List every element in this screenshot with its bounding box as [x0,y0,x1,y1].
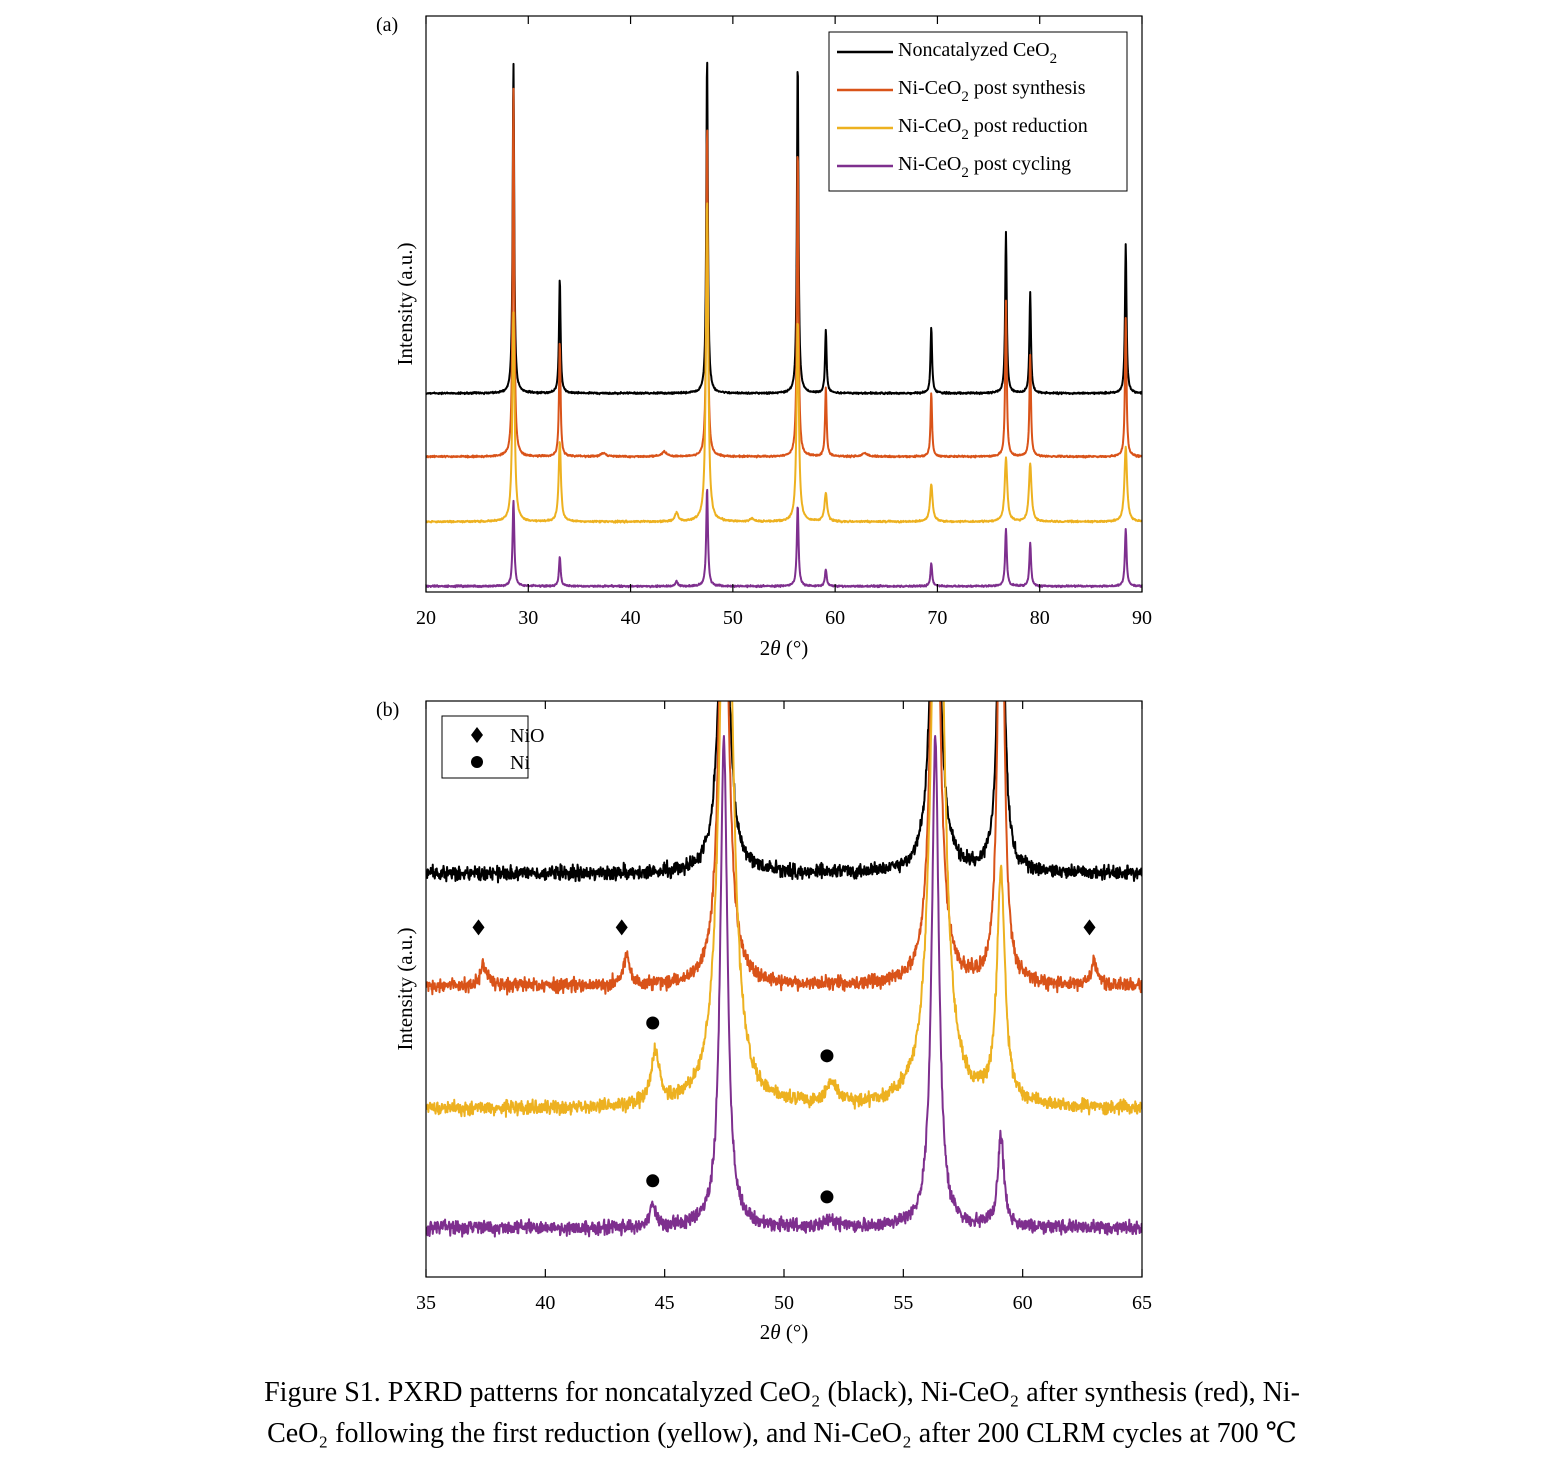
ni-circle-marker-4 [646,1016,660,1030]
x-tick-label-a-90: 90 [1132,607,1152,629]
legend-label-3-rest: post reduction [969,115,1088,137]
panel-a-chart: (a) 20 30 40 50 60 70 80 90 Intensity (a.u.) 2θ… [376,14,1152,660]
svg-text:Ni-CeO2 post synthesis: Ni-CeO2 post synthesis [898,77,1086,105]
caption-line-1: Figure S1. PXRD patterns for noncatalyze… [264,1377,1300,1408]
legend-item-post-cycling: Ni-CeO2 post cycling [837,153,1071,181]
legend-circle-icon [471,756,483,768]
legend-label-2-sub: 2 [961,89,969,105]
legend-item-post-reduction: Ni-CeO2 post reduction [837,115,1088,143]
x-tick-label-b-55: 55 [893,1292,913,1314]
panel-b-xlabel: 2θ (°) [760,1320,808,1344]
nio-diamond-marker-3 [1083,919,1096,936]
legend-diamond-icon [471,727,483,743]
nio-diamond-marker-2 [615,919,628,936]
series-line-a-1 [426,61,1142,396]
x-tick-label-a-50: 50 [723,607,743,629]
ni-circle-marker-5 [820,1049,834,1063]
x-tick-label-b-60: 60 [1013,1292,1033,1314]
x-tick-label-b-65: 65 [1132,1292,1152,1314]
legend-item-noncatalyzed: Noncatalyzed CeO2 [837,39,1057,67]
legend-item-post-synthesis: Ni-CeO2 post synthesis [837,77,1086,105]
x-tick-label-a-70: 70 [927,607,947,629]
panel-a-ylabel: Intensity (a.u.) [393,242,417,365]
x-tick-label-b-50: 50 [774,1292,794,1314]
legend-label-ni: Ni [510,752,530,774]
x-tick-label-b-40: 40 [535,1292,555,1314]
legend-label-2-rest: post synthesis [969,77,1086,99]
panel-b-ylabel: Intensity (a.u.) [393,927,417,1050]
series-line-b-1 [426,701,1142,884]
legend-label-nio: NiO [510,725,544,747]
legend-label-1-sub: 2 [1050,51,1058,67]
x-tick-label-a-60: 60 [825,607,845,629]
legend-label-2: Ni-CeO [898,77,961,99]
series-line-b-4 [426,734,1142,1238]
panel-a-plot-frame [425,15,1143,593]
legend-label-1: Noncatalyzed CeO [898,39,1050,61]
panel-b-label: (b) [376,699,399,721]
series-line-b-2 [426,701,1142,996]
x-tick-label-b-35: 35 [416,1292,436,1314]
series-line-a-4 [426,488,1142,589]
x-tick-label-a-40: 40 [621,607,641,629]
series-line-a-2 [426,87,1142,459]
nio-diamond-marker-1 [472,919,485,936]
x-tick-label-a-30: 30 [518,607,538,629]
ni-circle-marker-7 [820,1190,834,1204]
x-tick-label-a-20: 20 [416,607,436,629]
panel-b-chart: (b) 35 40 45 50 55 60 65 Intensity (a.u.) 2θ (… [376,699,1152,1344]
panel-a-legend: Noncatalyzed CeO2 Ni-CeO2 post synthesis… [828,31,1128,192]
panel-a-label: (a) [376,14,398,36]
legend-label-4-rest: post cycling [969,153,1071,175]
legend-label-4: Ni-CeO [898,153,961,175]
figure-caption: Figure S1. PXRD patterns for noncatalyze… [0,1372,1564,1454]
legend-label-3: Ni-CeO [898,115,961,137]
ni-circle-marker-6 [646,1174,660,1188]
x-tick-label-b-45: 45 [655,1292,675,1314]
svg-text:Ni-CeO2 post cycling: Ni-CeO2 post cycling [898,153,1071,181]
series-line-b-3 [426,701,1142,1118]
legend-label-3-sub: 2 [961,127,969,143]
figure: (a) 20 30 40 50 60 70 80 90 Intensity (a.u.) 2θ… [376,14,1152,1344]
legend-label-4-sub: 2 [961,165,969,181]
svg-text:Ni-CeO2 post reduction: Ni-CeO2 post reduction [898,115,1088,143]
svg-text:Noncatalyzed CeO2: Noncatalyzed CeO2 [898,39,1057,67]
x-tick-label-a-80: 80 [1030,607,1050,629]
series-line-a-3 [426,202,1142,524]
caption-line-2: CeO₂ following the first reduction (yell… [267,1418,1297,1449]
panel-b-legend: NiO Ni [441,715,544,779]
panel-a-xlabel: 2θ (°) [760,636,808,660]
